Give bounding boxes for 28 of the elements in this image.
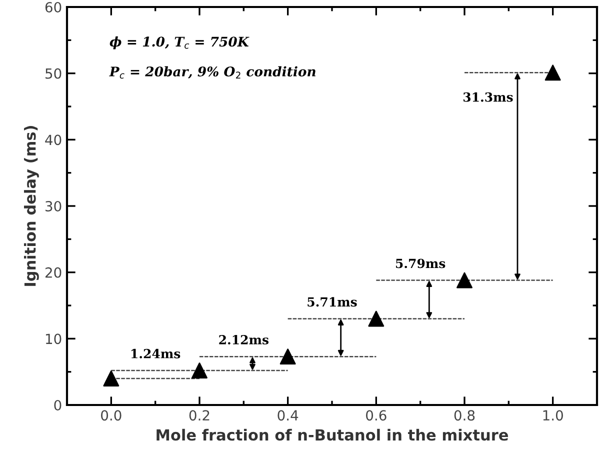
x-tick-label: 0.2 [189, 410, 210, 421]
y-tick-label: 0 [54, 400, 62, 410]
point [368, 310, 384, 327]
x-tick-label: 0.8 [454, 410, 475, 421]
annotation: 5.71ms [308, 297, 357, 307]
annotation: ϕ = 1.0, T$_{c}$ = 750K [110, 36, 250, 50]
point [280, 348, 296, 365]
x-tick-label: 0.4 [278, 410, 298, 421]
y-tick-label: 10 [46, 334, 62, 344]
point [544, 64, 561, 81]
point [103, 370, 120, 386]
annotation: P$_{c}$ = 20bar, 9% O$_{2}$ condition [109, 66, 316, 79]
annotation: 2.12ms [219, 334, 269, 344]
annotation: 31.3ms [464, 92, 513, 102]
x-tick-label: 1.0 [543, 410, 563, 421]
point [192, 362, 208, 378]
y-axis-title: Ignition delay (ms) [24, 126, 39, 286]
annotation: 5.79ms [396, 258, 446, 268]
x-tick-label: 0.0 [101, 410, 122, 421]
annotation: 1.24ms [132, 348, 180, 358]
x-axis-title: Mole fraction of n-Butanol in the mixture [156, 428, 508, 441]
y-tick-label: 60 [45, 2, 62, 12]
x-tick-label: 0.6 [366, 410, 386, 421]
y-tick-label: 20 [45, 267, 62, 278]
y-tick-label: 50 [46, 68, 62, 79]
y-tick-label: 30 [46, 200, 62, 212]
point [456, 272, 472, 288]
y-tick-label: 40 [45, 134, 62, 146]
